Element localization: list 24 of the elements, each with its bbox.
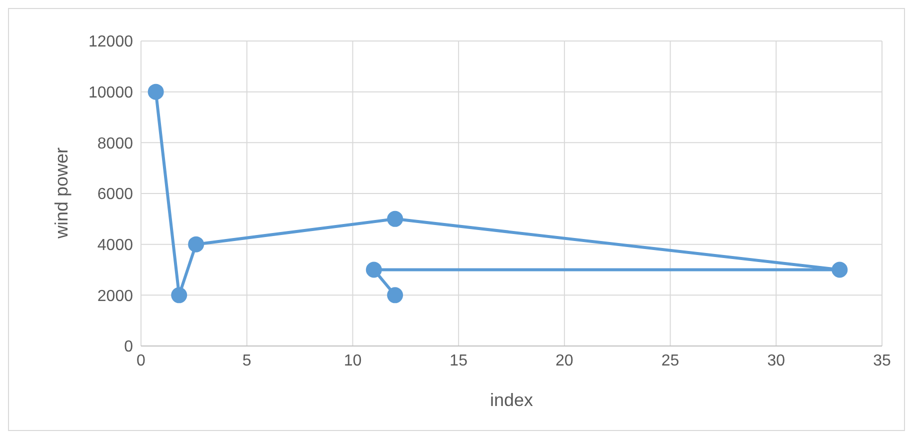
point [832,262,848,278]
x-tick-label: 10 [344,352,362,370]
y-tick-label: 4000 [97,237,134,254]
y-tick-label: 12000 [88,34,134,51]
x-tick-label: 35 [873,352,891,370]
point [387,287,404,304]
x-tick-label: 0 [136,352,146,370]
point [171,287,188,304]
y-tick-label: 0 [124,338,134,356]
point [387,210,404,227]
y-tick-label: 2000 [97,288,134,305]
y-tick-label: 6000 [97,186,134,204]
point [366,262,382,278]
y-axis-title: wind power [51,147,72,240]
point [188,236,204,252]
x-tick-label: 5 [242,352,252,370]
y-tick-label: 8000 [97,135,134,152]
x-tick-label: 25 [661,352,680,370]
y-tick-label: 10000 [88,84,134,102]
x-tick-label: 20 [556,352,574,370]
point [148,84,164,100]
x-tick-label: 15 [450,352,468,370]
x-axis-title: index [490,390,534,410]
x-tick-label: 30 [767,352,786,370]
